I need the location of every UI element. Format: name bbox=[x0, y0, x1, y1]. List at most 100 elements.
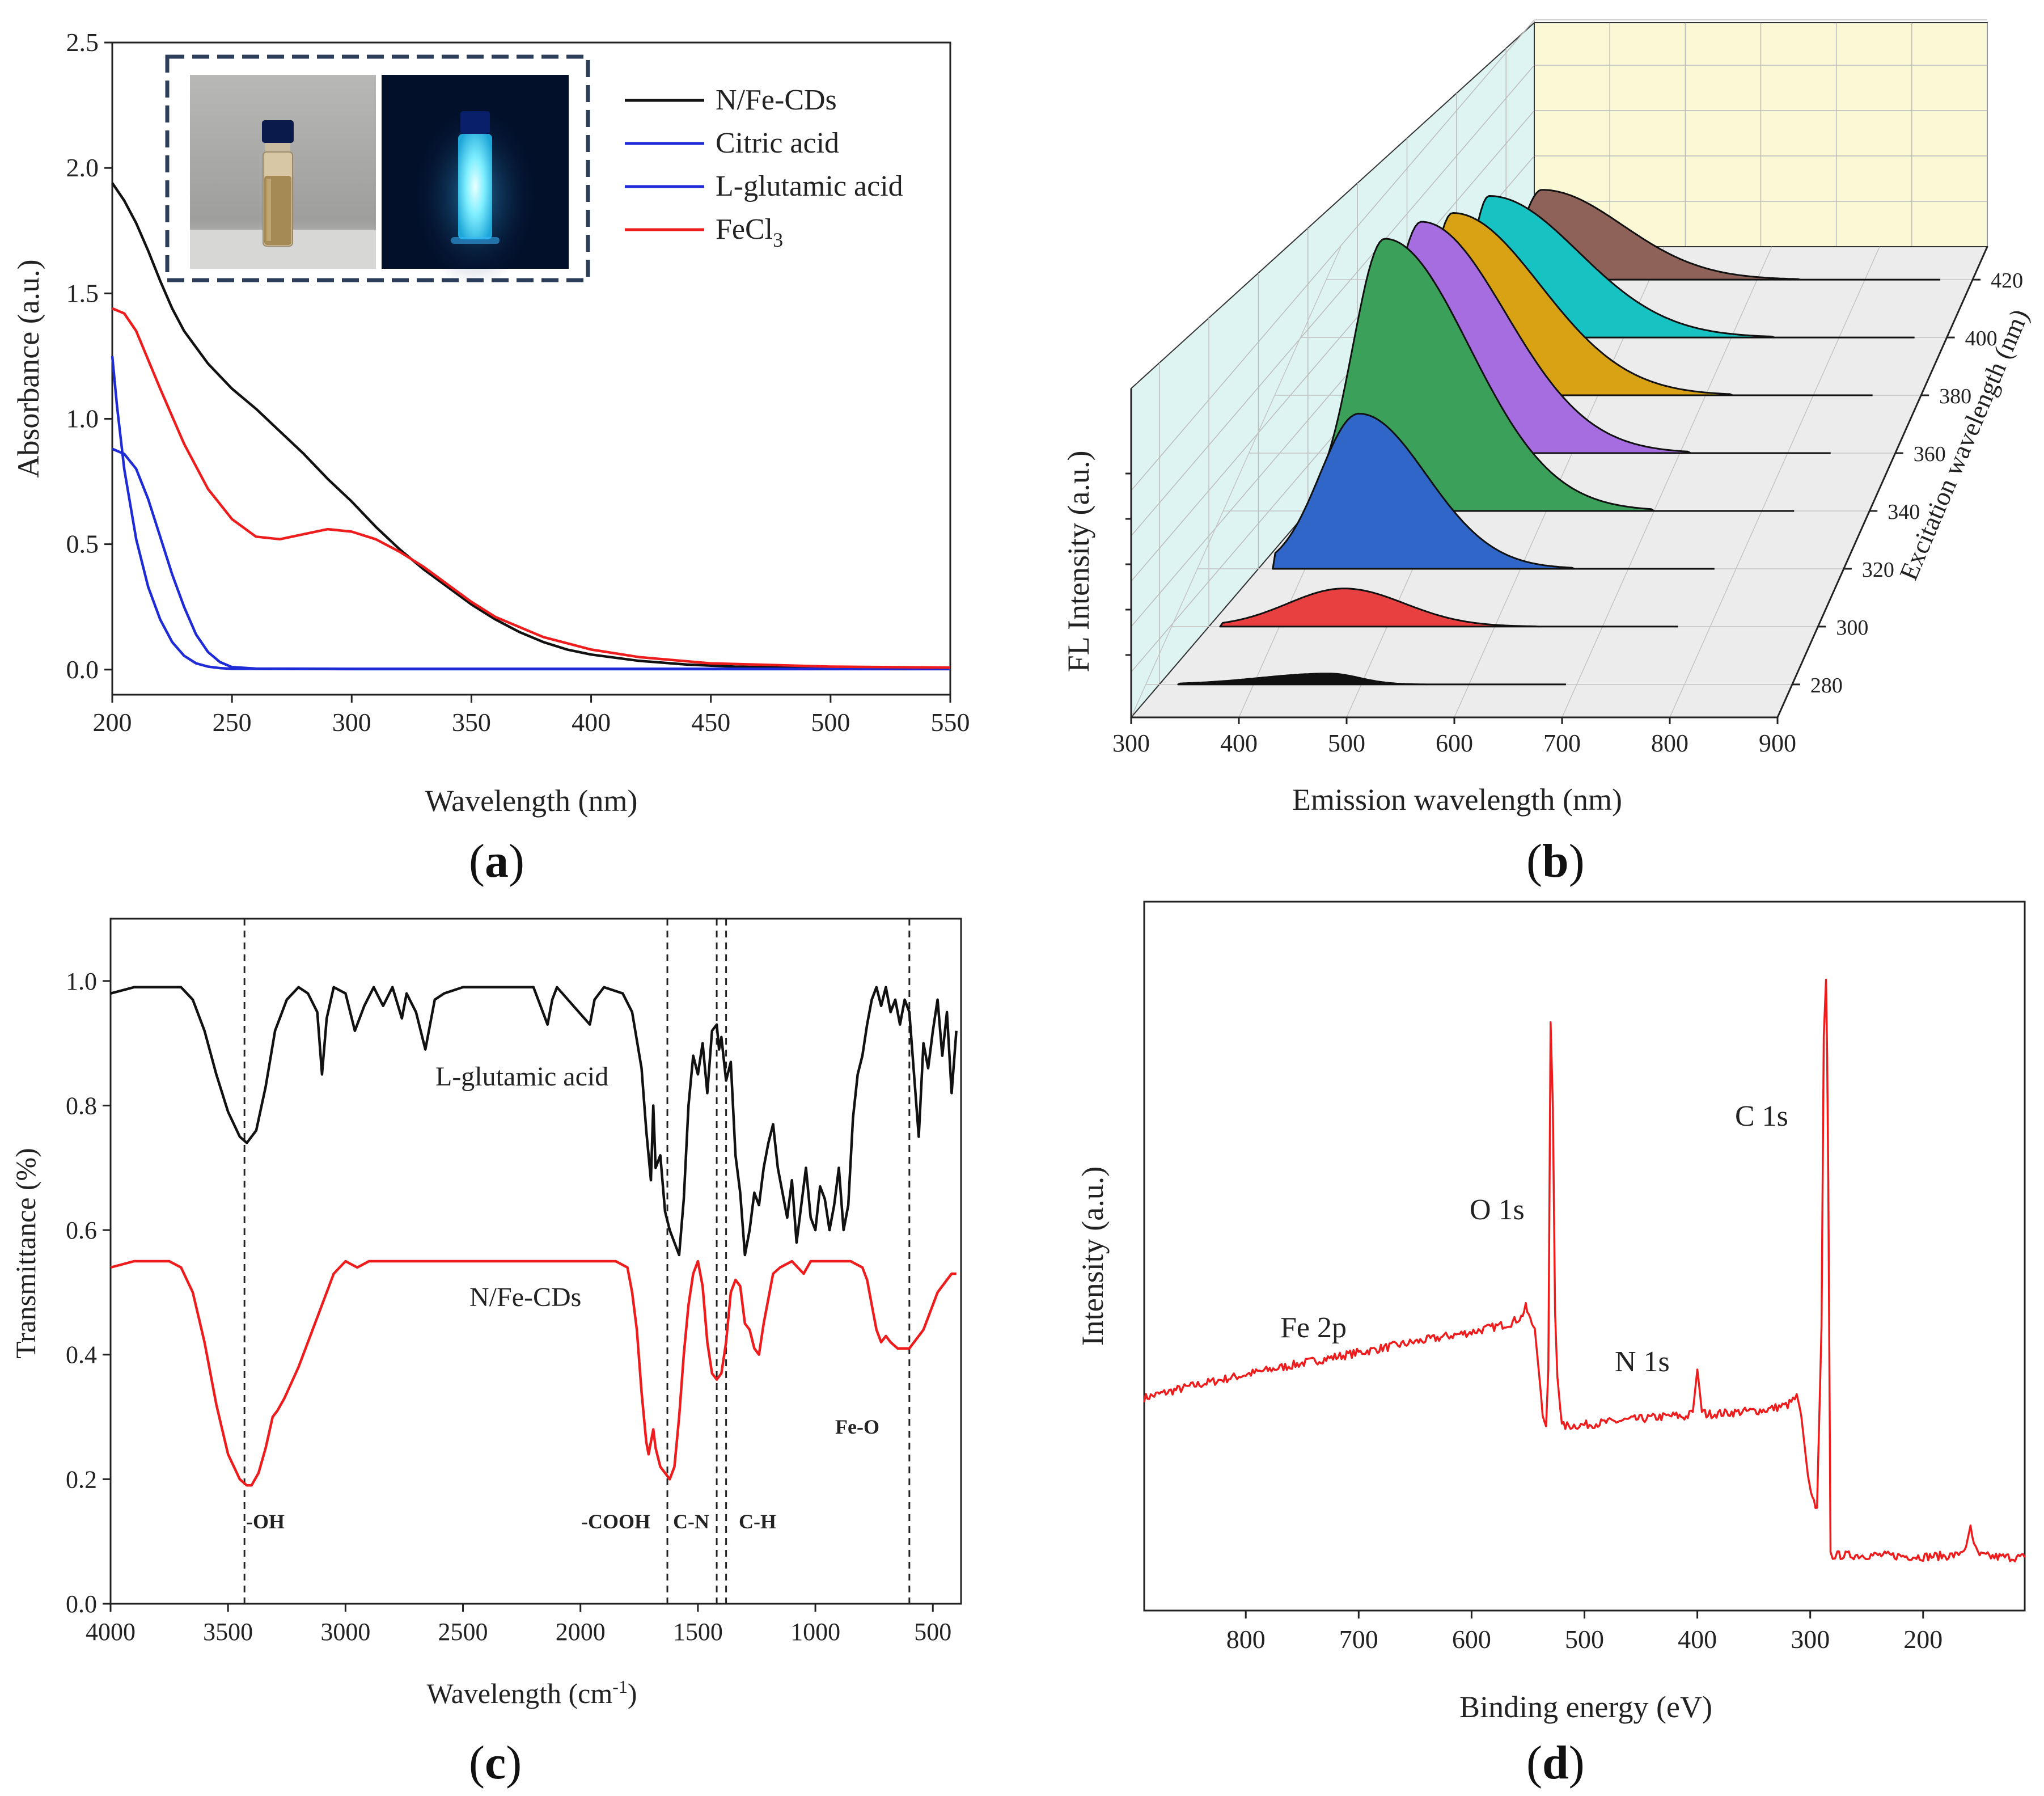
chart-b-3d-fluorescence: 300 400 500 600 700 800 900 280 300 320 340 360 380… bbox=[1061, 19, 2034, 817]
series-line-citric-acid bbox=[111, 356, 950, 671]
series-line-l-glutamic-acid bbox=[112, 447, 950, 670]
panel-label-c: (c) bbox=[469, 1736, 522, 1789]
y-tick-label: 1.0 bbox=[66, 404, 99, 433]
x-tick-label: 400 bbox=[1220, 729, 1258, 757]
y-axis-ticks bbox=[1125, 472, 1131, 656]
annotation-cn: C-N bbox=[673, 1510, 709, 1533]
x-tick-label: 550 bbox=[931, 708, 970, 737]
x-tick-label: 250 bbox=[213, 708, 252, 737]
z-tick-label: 320 bbox=[1862, 558, 1894, 582]
x-axis-label: Wavelength (nm) bbox=[425, 784, 637, 818]
y-tick-label: 1.0 bbox=[66, 967, 97, 995]
x-tick-label: 2500 bbox=[438, 1618, 488, 1646]
chart-a-uv-vis: 200 250 300 350 400 450 500 550 0.0 0.5 1.0 1.5 2.0… bbox=[11, 28, 970, 818]
x-tick-label: 600 bbox=[1436, 729, 1473, 757]
z-tick-label: 300 bbox=[1836, 616, 1868, 640]
y-tick-label: 0.0 bbox=[66, 1590, 97, 1618]
y-axis-label: Transmittance (%) bbox=[10, 1148, 41, 1359]
grid-line bbox=[1669, 246, 1880, 718]
series-line-l-glutamic-acid bbox=[110, 986, 958, 1257]
x-tick-label: 1000 bbox=[790, 1618, 840, 1646]
legend-label-citric: Citric acid bbox=[716, 127, 839, 159]
grid-line bbox=[1131, 110, 1535, 582]
y-tick-label: 0.8 bbox=[66, 1092, 97, 1119]
x-tick-label: 2000 bbox=[556, 1618, 606, 1646]
y-tick-label: 2.0 bbox=[66, 153, 99, 182]
spectrum-ex-300 bbox=[1219, 588, 1539, 628]
x-tick-label: 800 bbox=[1651, 729, 1688, 757]
x-tick-label: 200 bbox=[93, 708, 132, 737]
series-lines bbox=[111, 182, 951, 671]
panel-label-d: (d) bbox=[1526, 1736, 1585, 1789]
y-tick-label: 0.6 bbox=[66, 1216, 97, 1244]
x-axis-ticks: 800 700 600 500 400 300 200 bbox=[1226, 1611, 1943, 1654]
inset-vial-photos bbox=[165, 54, 590, 286]
grid-line bbox=[1131, 19, 1535, 491]
x-tick-label: 300 bbox=[1112, 729, 1150, 757]
plot-frame bbox=[109, 918, 962, 1605]
y-tick-label: 1.5 bbox=[66, 278, 99, 307]
x-tick-label: 400 bbox=[572, 708, 611, 737]
y-tick-label: 2.5 bbox=[66, 28, 99, 57]
spectrum-ex-280 bbox=[1177, 673, 1427, 686]
annotation-fe2p: Fe 2p bbox=[1280, 1312, 1347, 1344]
x-tick-label: 600 bbox=[1452, 1625, 1491, 1654]
x-tick-label: 400 bbox=[1678, 1625, 1717, 1654]
y-axis-label: Absorbance (a.u.) bbox=[11, 259, 45, 477]
series-lines bbox=[1143, 978, 2026, 1563]
annotation-cooh: -COOH bbox=[581, 1510, 650, 1533]
x-axis-ticks: 200 250 300 350 400 450 500 550 bbox=[93, 695, 970, 737]
chart-d-xps: 800 700 600 500 400 300 200 Fe 2p O 1s N 1s C … bbox=[1076, 901, 2026, 1724]
z-tick-label: 380 bbox=[1939, 384, 1971, 408]
x-tick-label: 800 bbox=[1226, 1625, 1266, 1654]
series-label-glutamic: L-glutamic acid bbox=[435, 1062, 608, 1092]
x-axis-label: Binding energy (eV) bbox=[1459, 1690, 1712, 1724]
legend-label-fecl3: FeCl3 bbox=[716, 213, 783, 251]
annotation-ch: C-H bbox=[739, 1510, 776, 1533]
y-axis-ticks: 0.0 0.2 0.4 0.6 0.8 1.0 bbox=[66, 967, 111, 1618]
x-tick-label: 3000 bbox=[320, 1618, 370, 1646]
y-axis-label: Intensity (a.u.) bbox=[1076, 1167, 1110, 1346]
grid-line bbox=[1131, 246, 1341, 718]
z-tick-label: 280 bbox=[1810, 674, 1843, 698]
series-line-xps-survey bbox=[1143, 978, 2026, 1563]
x-axis-ticks: 300 400 500 600 700 800 900 bbox=[1112, 717, 1796, 757]
x-tick-label: 500 bbox=[914, 1618, 951, 1646]
series-line-fecl3 bbox=[112, 307, 951, 669]
grid-line bbox=[1131, 65, 1535, 536]
z-axis-line bbox=[1776, 246, 1988, 718]
x-tick-label: 350 bbox=[452, 708, 491, 737]
series-line-n-fe-cds bbox=[111, 182, 951, 670]
z-tick-label: 360 bbox=[1914, 442, 1946, 466]
plot-frame bbox=[1143, 901, 2026, 1612]
grid-line bbox=[1561, 246, 1772, 718]
series-lines bbox=[110, 986, 958, 1487]
z-tick-label: 420 bbox=[1991, 269, 2023, 293]
annotation-oh: -OH bbox=[246, 1510, 285, 1533]
z-tick-label: 400 bbox=[1965, 327, 1998, 350]
inset-frame bbox=[165, 54, 590, 282]
x-tick-label: 500 bbox=[811, 708, 850, 737]
spectrum-ex-320 bbox=[1272, 412, 1576, 570]
x-tick-label: 1500 bbox=[673, 1618, 723, 1646]
emission-spectra bbox=[1177, 189, 1941, 686]
annotation-n1s: N 1s bbox=[1615, 1346, 1670, 1378]
series-line-n-fe-cds bbox=[110, 1260, 957, 1487]
x-tick-label: 500 bbox=[1328, 729, 1365, 757]
panel-label-a: (a) bbox=[469, 835, 524, 888]
legend-label-nfecds: N/Fe-CDs bbox=[716, 84, 837, 116]
y-axis-label: FL Intensity (a.u.) bbox=[1061, 451, 1095, 673]
x-axis-label: Emission wavelength (nm) bbox=[1292, 783, 1622, 817]
annotation-feo: Fe-O bbox=[835, 1415, 879, 1438]
x-tick-label: 500 bbox=[1565, 1625, 1604, 1654]
legend: N/Fe-CDs Citric acid L-glutamic acid FeC… bbox=[625, 84, 903, 251]
x-tick-label: 450 bbox=[691, 708, 730, 737]
chart-c-ftir: 4000 3500 3000 2500 2000 1500 1000 500 0.00.20.… bbox=[10, 918, 962, 1709]
y-tick-label: 0.2 bbox=[66, 1465, 97, 1493]
x-tick-label: 3500 bbox=[203, 1618, 253, 1646]
x-tick-label: 900 bbox=[1759, 729, 1796, 757]
legend-label-glutamic: L-glutamic acid bbox=[716, 170, 903, 202]
z-axis-ticks: 280 300 320 340 360 380 400 420 bbox=[1792, 269, 2023, 698]
daylight-vial-photo bbox=[190, 75, 376, 269]
